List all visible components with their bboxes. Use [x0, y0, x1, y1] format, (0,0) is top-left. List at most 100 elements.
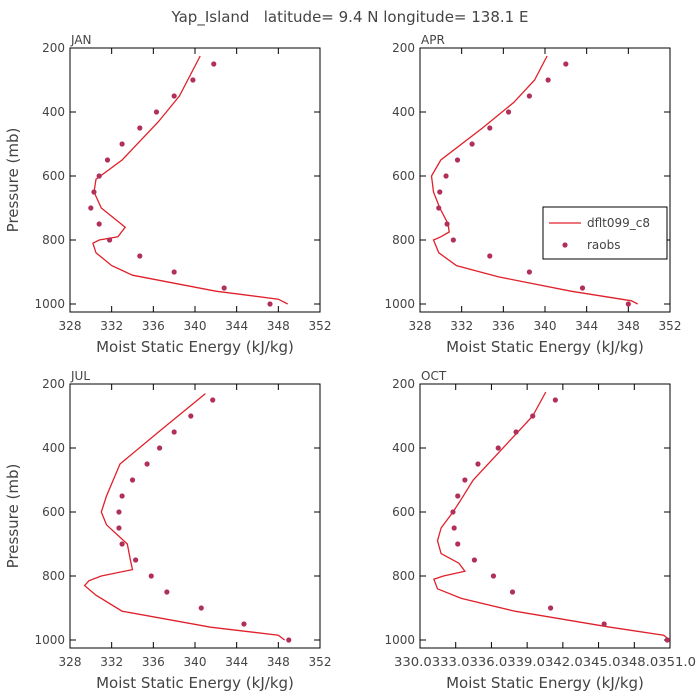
x-tick-label: 340: [184, 655, 207, 669]
y-tick-label: 1000: [34, 297, 65, 311]
x-tick-label: 352: [659, 319, 682, 333]
panel-label: APR: [421, 33, 445, 47]
plot-frame: [419, 383, 671, 649]
x-tick-label: 344: [225, 319, 248, 333]
raobs-point: [437, 189, 443, 195]
x-axis-label: Moist Static Energy (kJ/kg): [96, 338, 294, 356]
raobs-point: [526, 269, 532, 275]
x-tick-label: 340: [534, 319, 557, 333]
x-axis-label: Moist Static Energy (kJ/kg): [446, 338, 644, 356]
raobs-point: [137, 253, 143, 259]
figure-title: Yap_Island latitude= 9.4 N longitude= 13…: [171, 8, 529, 27]
raobs-point: [116, 509, 122, 515]
raobs-point: [241, 621, 247, 627]
legend-entry-model: dflt099_c8: [587, 216, 650, 230]
y-tick-label: 800: [42, 233, 65, 247]
raobs-point: [475, 461, 481, 467]
raobs-point: [469, 141, 475, 147]
raobs-point: [552, 397, 558, 403]
raobs-point: [450, 509, 456, 515]
raobs-point: [171, 269, 177, 275]
raobs-point: [487, 253, 493, 259]
y-tick-label: 200: [392, 377, 415, 391]
x-tick-label: 352: [309, 319, 332, 333]
y-tick-label: 200: [42, 377, 65, 391]
chart-panels: JAN 328 332 336 340 344 348 352 200 400 600 800 1000…: [4, 33, 696, 692]
model-profile-line: [433, 391, 671, 641]
raobs-point: [148, 573, 154, 579]
x-tick-label: 348: [267, 655, 290, 669]
raobs-point: [91, 189, 97, 195]
raobs-point: [133, 557, 139, 563]
raobs-point: [601, 621, 607, 627]
y-tick-label: 800: [42, 569, 65, 583]
panel-jan: JAN 328 332 336 340 344 348 352 200 400 600 800 1000…: [4, 33, 331, 356]
model-profile-line: [92, 55, 288, 305]
raobs-point: [286, 637, 292, 643]
y-axis-label: Pressure (mb): [4, 128, 22, 233]
panel-apr: APR 328 332 336 340 344 348 352 200 400 600 800 1000…: [384, 33, 681, 356]
raobs-point: [211, 61, 217, 67]
raobs-point: [164, 589, 170, 595]
raobs-point: [513, 429, 519, 435]
raobs-point: [487, 125, 493, 131]
x-tick-label: 332: [450, 319, 473, 333]
x-tick-label: 328: [59, 319, 82, 333]
x-tick-label: 348: [617, 319, 640, 333]
y-tick-label: 600: [392, 169, 415, 183]
legend-dot-swatch: [562, 242, 568, 248]
raobs-point: [106, 237, 113, 243]
plot-frame: [419, 47, 671, 313]
x-tick-label: 328: [59, 655, 82, 669]
raobs-point: [462, 477, 468, 483]
raobs-point: [455, 541, 461, 547]
raobs-point: [221, 285, 227, 291]
panel-oct: OCT 330.0333.0336.0339.0342.0345.0348.035…: [384, 369, 696, 692]
model-profile-line: [83, 393, 285, 641]
raobs-point: [450, 237, 456, 243]
raobs-point: [495, 445, 501, 451]
plot-frame: [69, 383, 321, 649]
x-tick-label: 340: [184, 319, 207, 333]
x-tick-label: 328: [409, 319, 432, 333]
y-tick-label: 400: [392, 105, 415, 119]
raobs-point: [144, 461, 150, 467]
raobs-point: [526, 93, 532, 99]
x-tick-label: 348: [267, 319, 290, 333]
raobs-point: [119, 141, 125, 147]
raobs-point: [625, 301, 631, 307]
y-tick-label: 600: [42, 505, 65, 519]
raobs-point: [547, 605, 554, 611]
raobs-point: [455, 493, 461, 499]
y-tick-label: 800: [392, 233, 415, 247]
model-profile-line: [430, 55, 638, 305]
y-tick-label: 400: [42, 105, 65, 119]
raobs-point: [190, 77, 196, 83]
raobs-point: [471, 557, 478, 563]
raobs-point: [267, 301, 273, 307]
y-axis-label: Pressure (mb): [4, 464, 22, 569]
x-tick-label: 336: [492, 319, 515, 333]
raobs-point: [490, 573, 497, 579]
raobs-point: [156, 445, 163, 451]
raobs-point: [545, 77, 551, 83]
raobs-point: [563, 61, 569, 67]
raobs-point: [153, 109, 160, 115]
raobs-point: [579, 285, 586, 291]
raobs-point: [198, 605, 204, 611]
panel-label: JUL: [70, 369, 90, 383]
panel-label: JAN: [70, 33, 92, 47]
raobs-point: [436, 205, 442, 211]
legend-entry-raobs: raobs: [587, 238, 621, 252]
raobs-point: [119, 493, 125, 499]
raobs-point: [664, 637, 670, 643]
raobs-point: [104, 157, 111, 163]
y-tick-label: 400: [42, 441, 65, 455]
x-tick-label: 344: [575, 319, 598, 333]
x-tick-label: 336: [142, 655, 165, 669]
raobs-point: [210, 397, 216, 403]
raobs-point: [119, 541, 125, 547]
raobs-point: [443, 173, 449, 179]
x-axis-label: Moist Static Energy (kJ/kg): [446, 674, 644, 692]
